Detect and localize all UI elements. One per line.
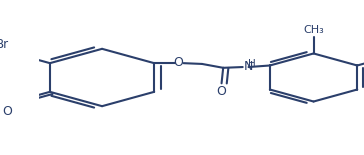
Text: Br: Br <box>0 38 9 51</box>
Text: H: H <box>248 59 256 69</box>
Text: CH₃: CH₃ <box>303 25 324 35</box>
Text: O: O <box>3 105 12 118</box>
Text: O: O <box>174 56 183 69</box>
Text: O: O <box>216 85 226 98</box>
Text: N: N <box>244 60 253 73</box>
